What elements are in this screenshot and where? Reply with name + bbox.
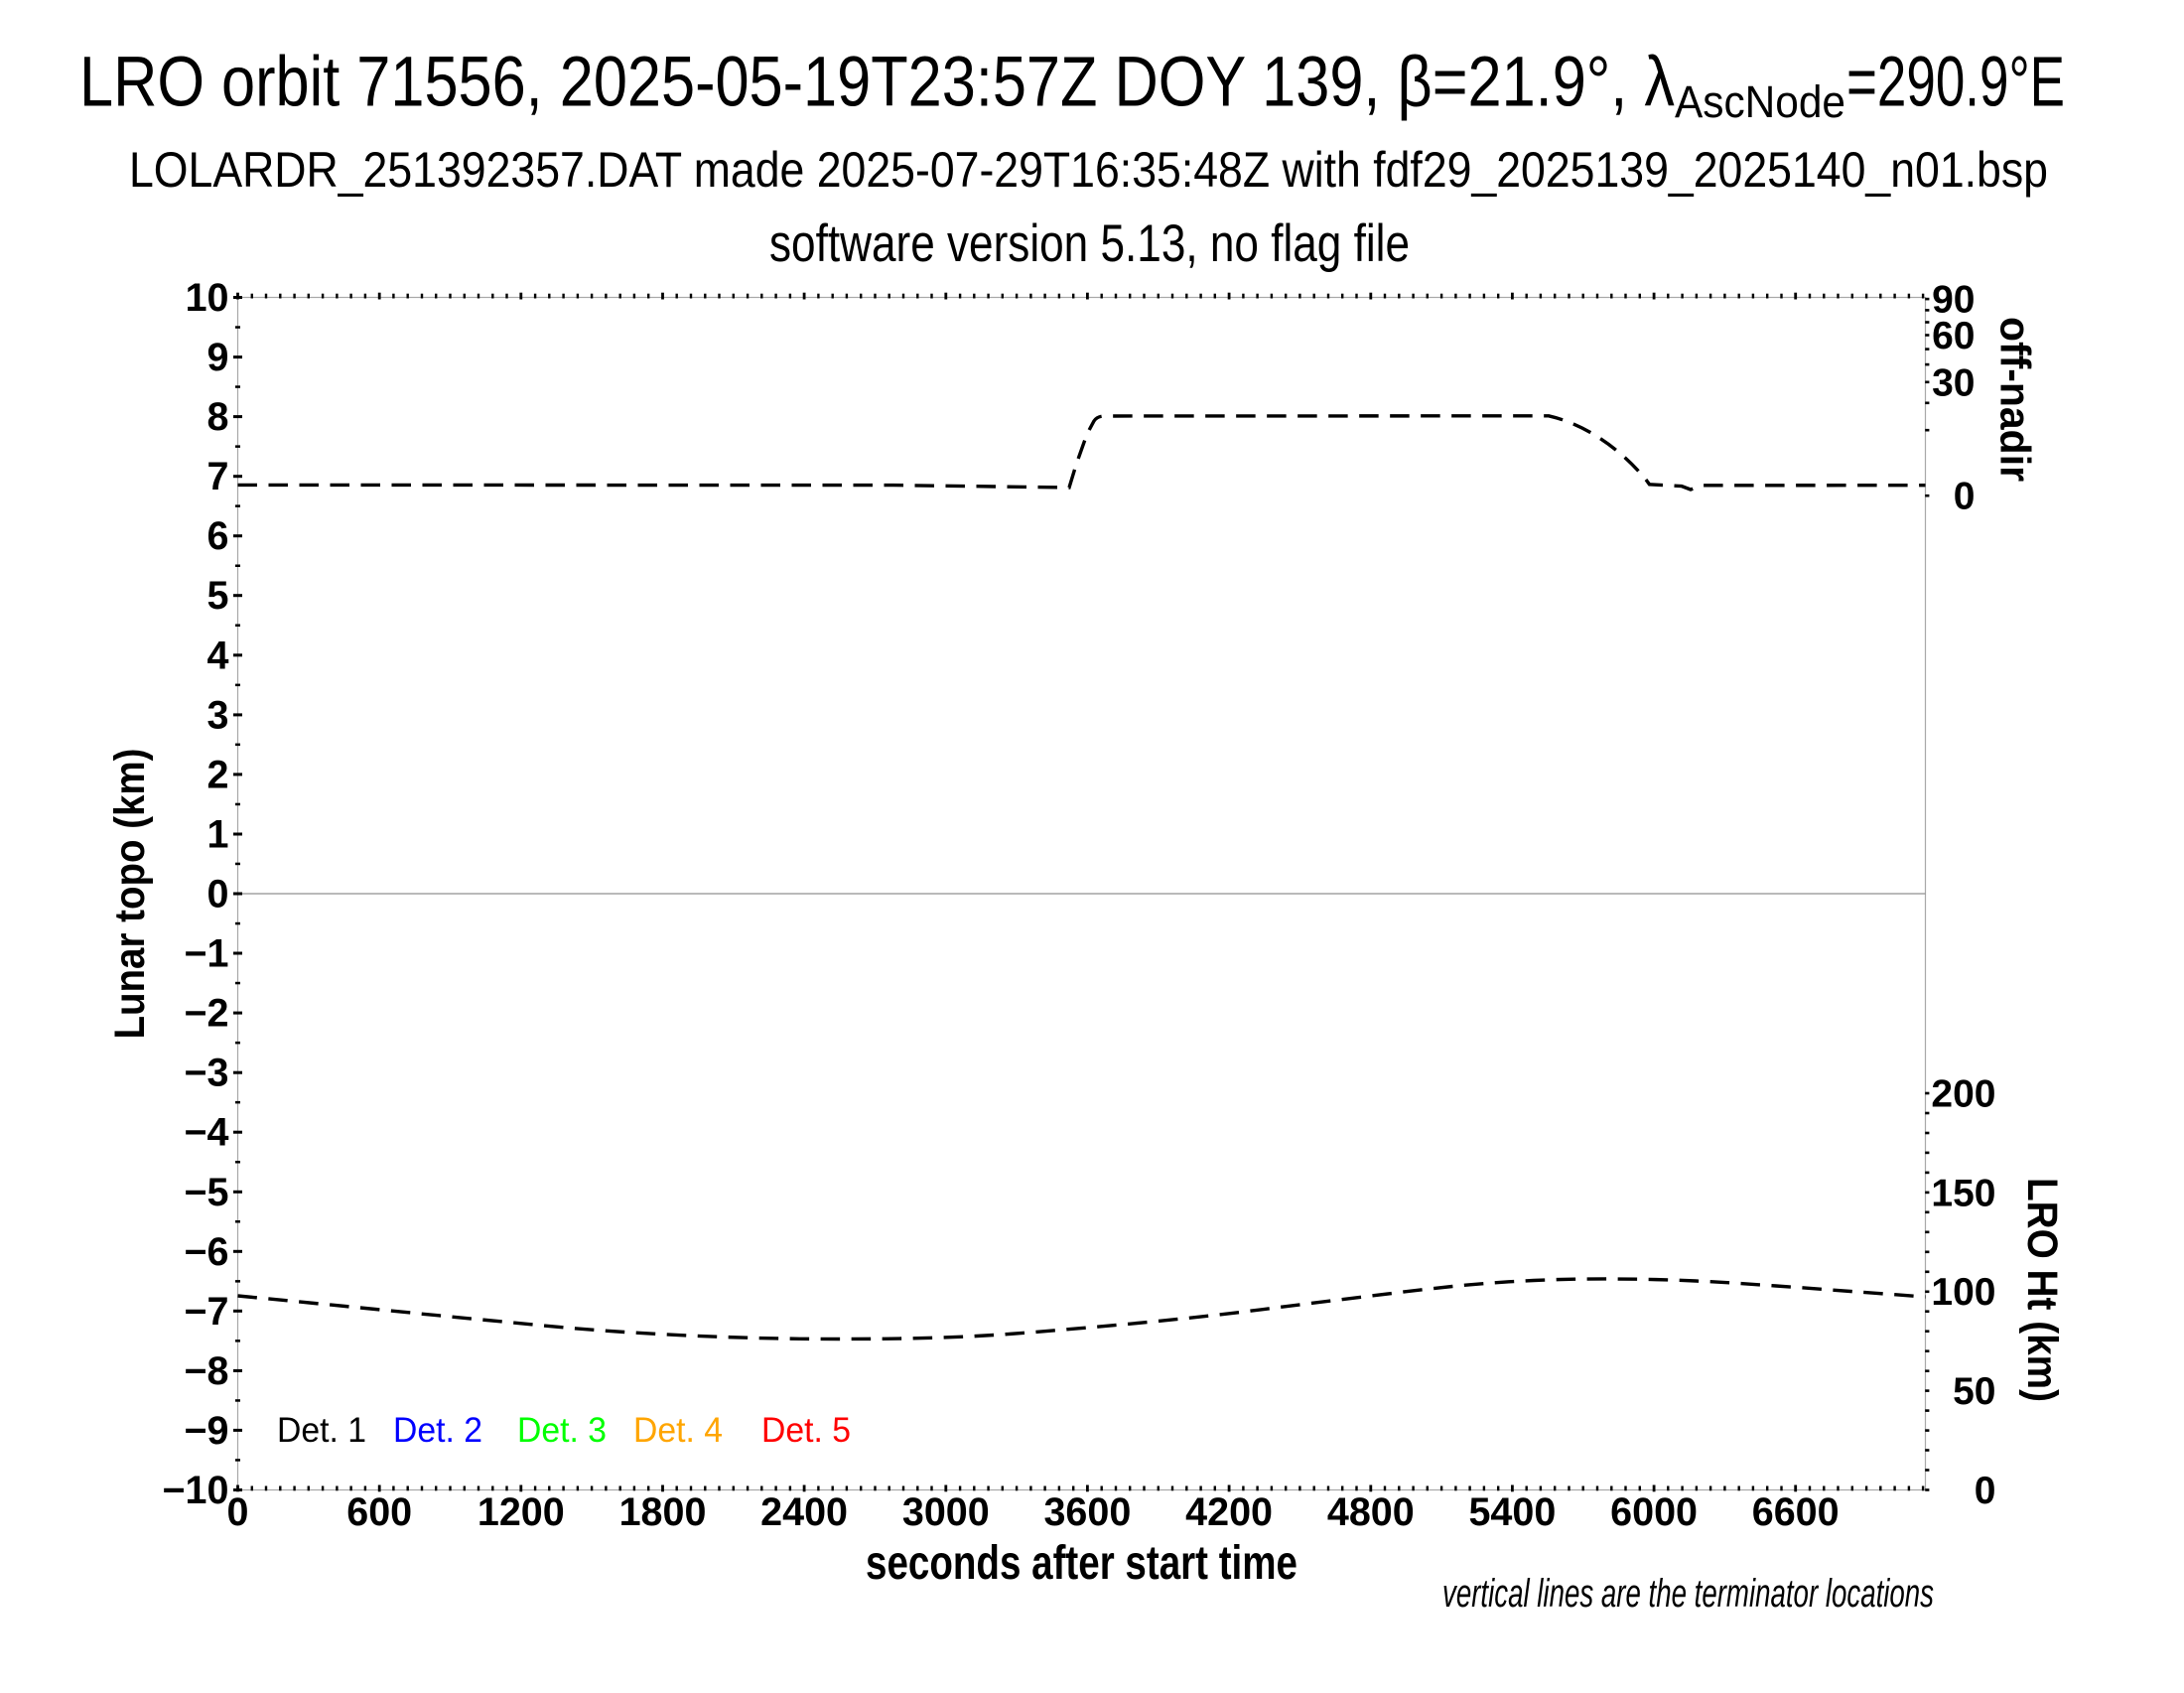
svg-text:4: 4 <box>207 634 229 677</box>
svg-text:0: 0 <box>1975 1470 1996 1512</box>
svg-text:1200: 1200 <box>478 1490 565 1534</box>
svg-text:=290.9°E: =290.9°E <box>1846 44 2065 122</box>
svg-text:200: 200 <box>1931 1073 1995 1116</box>
svg-text:6: 6 <box>207 514 229 558</box>
svg-text:50: 50 <box>1953 1370 1995 1413</box>
svg-text:5: 5 <box>207 574 229 618</box>
svg-text:0: 0 <box>227 1490 249 1534</box>
svg-text:Det. 3: Det. 3 <box>517 1410 607 1450</box>
svg-text:LRO orbit 71556, 2025-05-19T23: LRO orbit 71556, 2025-05-19T23:57Z DOY 1… <box>79 44 1675 122</box>
svg-text:100: 100 <box>1931 1271 1995 1314</box>
svg-text:−8: −8 <box>184 1349 228 1393</box>
svg-text:−10: −10 <box>162 1469 228 1512</box>
svg-text:−7: −7 <box>184 1290 228 1334</box>
svg-text:60: 60 <box>1932 315 1975 357</box>
svg-text:Det. 2: Det. 2 <box>393 1410 482 1450</box>
svg-text:3: 3 <box>207 693 229 737</box>
svg-text:−1: −1 <box>184 932 228 976</box>
svg-text:−2: −2 <box>184 992 228 1036</box>
svg-text:Det. 4: Det. 4 <box>633 1410 723 1450</box>
svg-text:−3: −3 <box>184 1052 228 1095</box>
svg-text:1800: 1800 <box>619 1490 707 1534</box>
svg-text:seconds after start time: seconds after start time <box>866 1537 1297 1590</box>
svg-text:LRO Ht (km): LRO Ht (km) <box>2018 1178 2065 1402</box>
svg-text:3600: 3600 <box>1043 1490 1131 1534</box>
svg-text:6600: 6600 <box>1752 1490 1840 1534</box>
svg-text:Det. 5: Det. 5 <box>761 1410 851 1450</box>
svg-text:−5: −5 <box>184 1171 228 1214</box>
svg-text:LOLARDR_251392357.DAT made 202: LOLARDR_251392357.DAT made 2025-07-29T16… <box>129 141 2048 198</box>
svg-text:4800: 4800 <box>1327 1490 1415 1534</box>
svg-text:vertical lines are the termina: vertical lines are the terminator locati… <box>1442 1572 1934 1616</box>
svg-text:150: 150 <box>1931 1172 1995 1214</box>
svg-text:0: 0 <box>1954 476 1976 518</box>
svg-text:30: 30 <box>1932 361 1975 404</box>
svg-text:90: 90 <box>1932 279 1975 322</box>
svg-text:2400: 2400 <box>760 1490 848 1534</box>
svg-text:software version 5.13, no flag: software version 5.13, no flag file <box>769 214 1410 273</box>
svg-text:off-nadir: off-nadir <box>1991 317 2038 482</box>
svg-text:Lunar topo (km): Lunar topo (km) <box>107 749 154 1040</box>
svg-text:−9: −9 <box>184 1409 228 1453</box>
svg-text:600: 600 <box>346 1490 412 1534</box>
svg-text:10: 10 <box>186 276 229 320</box>
svg-text:AscNode: AscNode <box>1675 76 1845 127</box>
svg-text:1: 1 <box>207 813 229 857</box>
svg-text:3000: 3000 <box>902 1490 990 1534</box>
svg-text:6000: 6000 <box>1610 1490 1698 1534</box>
svg-text:5400: 5400 <box>1468 1490 1556 1534</box>
svg-text:4200: 4200 <box>1185 1490 1273 1534</box>
svg-text:−6: −6 <box>184 1230 228 1274</box>
svg-text:Det. 1: Det. 1 <box>277 1410 366 1450</box>
svg-text:0: 0 <box>207 873 229 917</box>
svg-text:2: 2 <box>207 753 229 796</box>
svg-text:−4: −4 <box>184 1111 228 1155</box>
svg-text:8: 8 <box>207 395 229 439</box>
svg-text:7: 7 <box>207 455 229 498</box>
svg-text:9: 9 <box>207 336 229 379</box>
